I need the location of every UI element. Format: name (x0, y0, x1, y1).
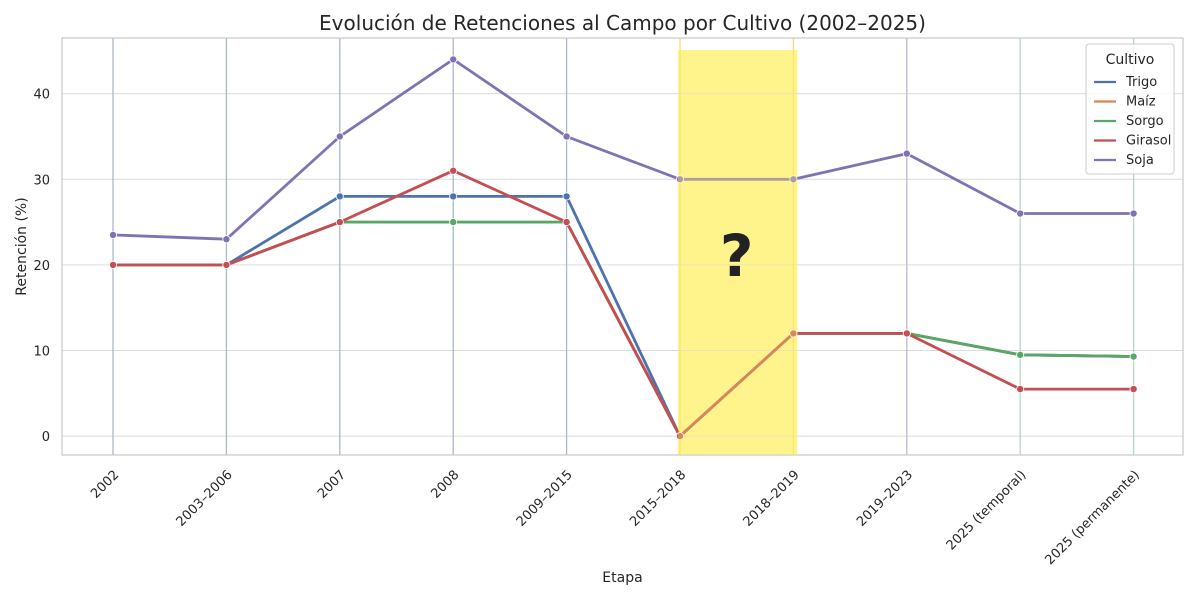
data-point (449, 192, 458, 201)
y-tick-layer: 0 10 20 30 40 (33, 88, 50, 446)
data-point (789, 329, 798, 338)
data-point (222, 235, 231, 244)
data-point (1129, 385, 1138, 394)
data-point (902, 329, 911, 338)
data-point (1016, 209, 1025, 218)
chart-title: Evolución de Retenciones al Campo por Cu… (319, 11, 926, 35)
highlight-layer (678, 50, 798, 455)
legend-entry: Girasol (1126, 134, 1171, 149)
plot-frame (61, 37, 1184, 456)
legend: Cultivo Trigo Maíz Sorgo Girasol Soja (1085, 43, 1175, 175)
data-point (562, 132, 571, 141)
series-line (112, 58, 1134, 241)
legend-entry: Trigo (1125, 75, 1157, 90)
highlight-band (678, 50, 798, 455)
data-point (562, 192, 571, 201)
data-point (676, 432, 685, 441)
data-point (449, 166, 458, 175)
legend-title: Cultivo (1106, 52, 1155, 68)
series-layer (109, 50, 1138, 455)
data-point (109, 230, 118, 239)
data-point (335, 132, 344, 141)
series-soja (109, 55, 1138, 244)
data-point (676, 175, 685, 184)
data-point (449, 218, 458, 227)
y-axis-label: Retención (%) (14, 197, 30, 295)
legend-entry: Sorgo (1126, 114, 1164, 129)
y-tick-label: 20 (33, 259, 50, 274)
data-point (789, 175, 798, 184)
y-tick-label: 40 (33, 88, 50, 103)
data-point (902, 149, 911, 158)
data-point (449, 55, 458, 64)
data-point (1129, 352, 1138, 361)
x-axis-label: Etapa (602, 570, 642, 586)
legend-entry: Maíz (1126, 95, 1156, 110)
series-girasol (109, 166, 1138, 441)
data-point (335, 192, 344, 201)
data-point (335, 218, 344, 227)
data-point (1129, 209, 1138, 218)
highlight-band-overlay (678, 50, 798, 455)
highlight-annotation: ? (720, 222, 754, 290)
data-point (1016, 385, 1025, 394)
y-tick-label: 10 (33, 345, 50, 360)
data-point (222, 260, 231, 269)
y-tick-label: 30 (33, 173, 50, 188)
legend-entry: Soja (1126, 153, 1154, 168)
data-point (109, 260, 118, 269)
series-line (113, 169, 1134, 438)
y-tick-label: 0 (42, 430, 50, 445)
data-point (562, 218, 571, 227)
data-point (1016, 350, 1025, 359)
